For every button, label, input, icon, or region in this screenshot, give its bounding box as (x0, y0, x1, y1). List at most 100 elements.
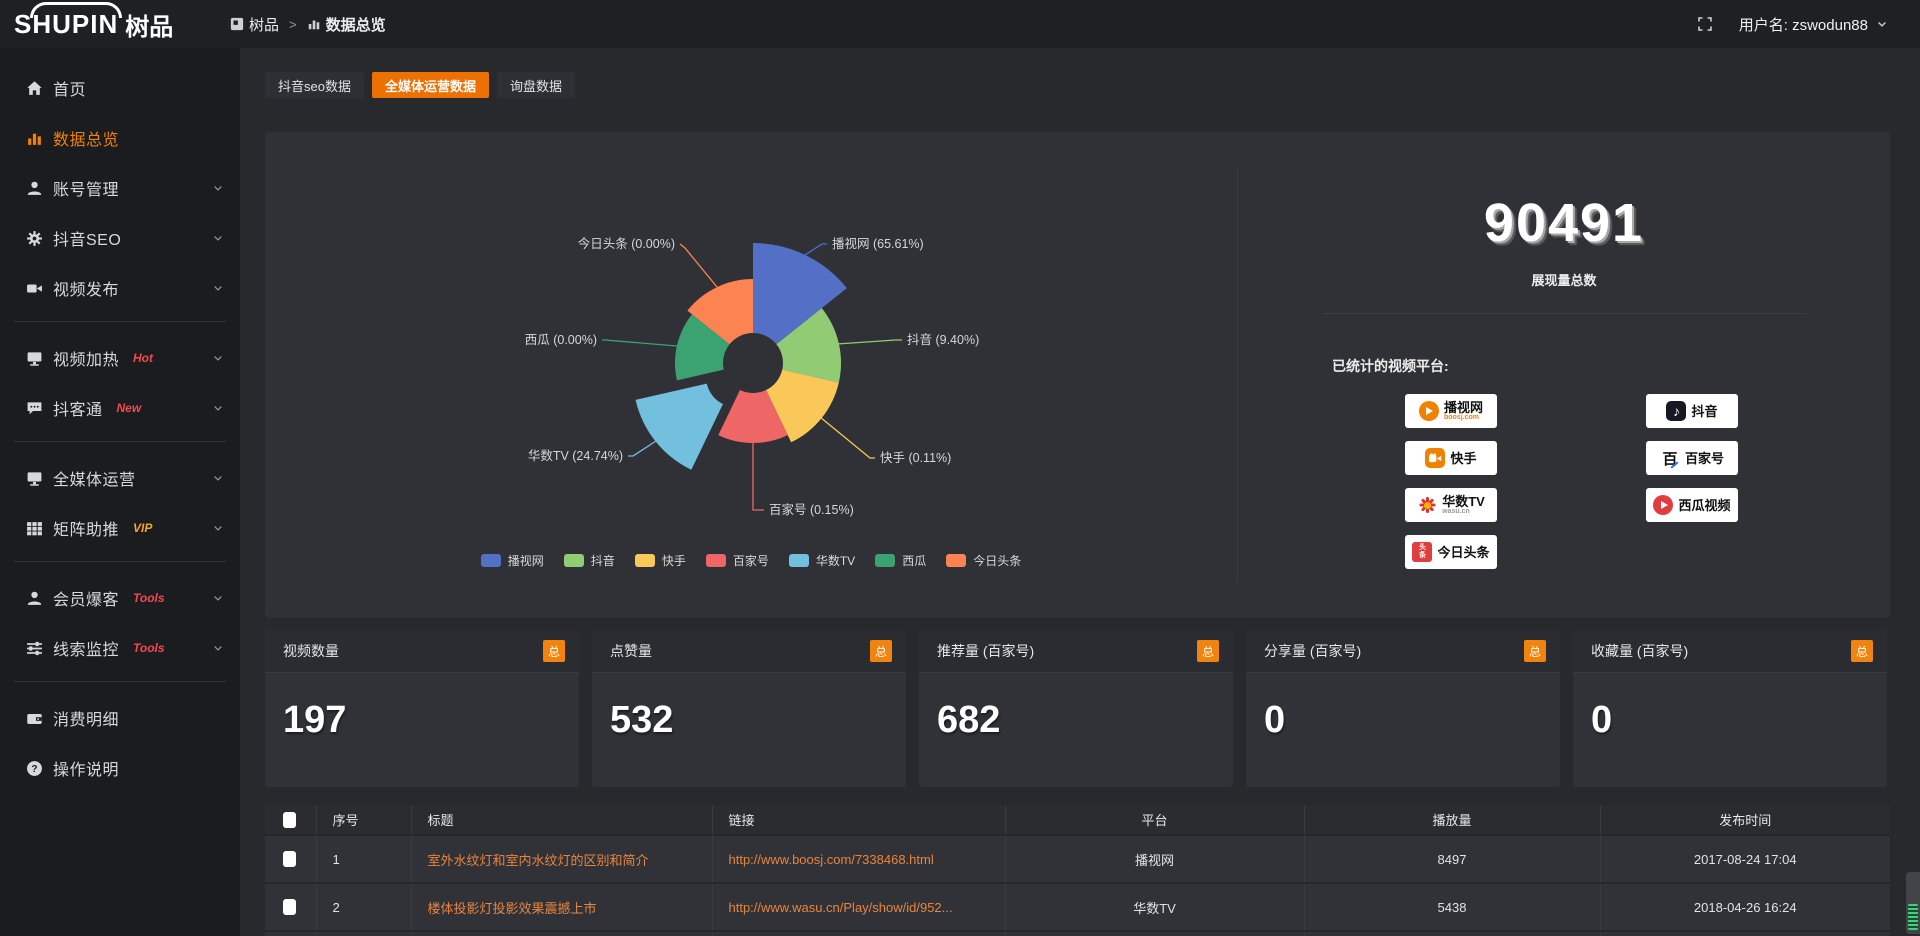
select-all-checkbox[interactable] (283, 811, 296, 828)
legend-item-2[interactable]: 快手 (634, 552, 686, 569)
pie-slice-3[interactable] (718, 390, 788, 444)
sidebar-item-douyin-seo[interactable]: 抖音SEO (0, 221, 240, 255)
sidebar-item-account-management[interactable]: 账号管理 (0, 171, 240, 205)
breadcrumb-separator: > (289, 16, 297, 32)
sidebar-item-home[interactable]: 首页 (0, 71, 240, 105)
pie-slice-5[interactable] (675, 314, 730, 381)
col-header-plays: 播放量 (1304, 805, 1601, 836)
legend-item-0[interactable]: 播视网 (480, 552, 544, 569)
legend-label: 快手 (661, 554, 686, 568)
pie-chart-svg[interactable]: 播视网 (65.61%) 抖音 (9.40%) 快手 (0.11%) 百家号 (0.1… (265, 132, 1237, 618)
platform-badge-wasu: 华数TV wasu.cn (1405, 488, 1497, 522)
platform-badge-label: 抖音 (1691, 403, 1718, 419)
cell-title-link[interactable]: 楼体投影灯投影效果震撼上市 (411, 883, 713, 932)
monitor-icon (26, 350, 43, 367)
sidebar-item-instructions[interactable]: ? 操作说明 (0, 751, 240, 785)
total-badge[interactable]: 总 (1851, 640, 1873, 662)
platform-badges: 播视网 boosj.com ♪ 抖音 快手 百 百家号 (1405, 394, 1890, 569)
app-logo: SHUPIN 树品 (0, 0, 225, 48)
total-badge[interactable]: 总 (543, 640, 565, 662)
sidebar-item-video-publish[interactable]: 视频发布 (0, 271, 240, 305)
pie-slice-4[interactable] (635, 383, 723, 470)
breadcrumb-chart-icon (307, 17, 321, 31)
breadcrumb-root[interactable]: 树品 (249, 16, 280, 34)
sidebar-item-label: 抖客通 (53, 402, 103, 419)
home-icon (26, 80, 43, 97)
sidebar-item-omnimedia-operation[interactable]: 全媒体运营 (0, 461, 240, 495)
stat-card-title: 推荐量 (百家号) (937, 643, 1035, 659)
sidebar-item-label: 全媒体运营 (53, 472, 136, 489)
pie-label: 百家号 (0.15%) (769, 502, 854, 517)
chevron-down-icon (212, 352, 224, 364)
stat-card-shares: 分享量 (百家号) 总 0 (1246, 630, 1560, 787)
tab-douyin-seo-data[interactable]: 抖音seo数据 (265, 72, 364, 98)
sidebar-item-matrix-boost[interactable]: 矩阵助推 VIP (0, 511, 240, 545)
username-label[interactable]: 用户名: zswodun88 (1738, 16, 1868, 34)
sidebar-item-data-overview[interactable]: 数据总览 (0, 121, 240, 155)
legend-item-3[interactable]: 百家号 (705, 552, 769, 569)
tab-inquiry-data[interactable]: 询盘数据 (496, 72, 575, 98)
col-header-publish-time: 发布时间 (1600, 805, 1890, 836)
stat-card-recommendations: 推荐量 (百家号) 总 682 (919, 630, 1233, 787)
table-header-row: 序号 标题 链接 平台 播放量 发布时间 (265, 805, 1890, 836)
sidebar-item-lead-monitor[interactable]: 线索监控 Tools (0, 631, 240, 665)
gear-icon (26, 230, 43, 247)
videos-table: 序号 标题 链接 平台 播放量 发布时间 1 室外水纹灯和室内水纹灯的区别和简介… (265, 805, 1890, 936)
sidebar-item-spending-detail[interactable]: 消费明细 (0, 701, 240, 735)
grid-icon (26, 520, 43, 537)
legend-swatch (788, 554, 809, 567)
sidebar-item-label: 数据总览 (53, 132, 120, 149)
pie-slice-1[interactable] (776, 308, 841, 383)
user-icon (26, 180, 43, 197)
total-badge[interactable]: 总 (870, 640, 892, 662)
impressions-summary: 90491 展现量总数 已统计的视频平台: 播视网 boosj.com ♪ 抖音 (1238, 132, 1890, 618)
breadcrumb: 树品 > 数据总览 (230, 14, 386, 35)
total-badge[interactable]: 总 (1197, 640, 1219, 662)
platform-badge-label: 华数TV (1442, 493, 1485, 509)
legend-item-4[interactable]: 华数TV (788, 552, 855, 569)
platform-badge-boosj: 播视网 boosj.com (1405, 394, 1497, 428)
legend-item-5[interactable]: 西瓜 (875, 552, 926, 569)
platform-badge-kuaishou: 快手 (1405, 441, 1497, 475)
legend-item-6[interactable]: 今日头条 (946, 552, 1021, 569)
legend-label: 抖音 (590, 554, 615, 568)
table-row: 2 楼体投影灯投影效果震撼上市 http://www.wasu.cn/Play/… (265, 883, 1890, 932)
xigua-logo-icon (1653, 495, 1674, 515)
stat-card-favorites: 收藏量 (百家号) 总 0 (1573, 630, 1887, 787)
cell-title-link[interactable]: 室外水纹灯和室内水纹灯的区别和简介 (411, 835, 713, 884)
video-camera-icon (26, 280, 43, 297)
legend-swatch (563, 554, 584, 567)
fullscreen-icon[interactable] (1697, 16, 1713, 32)
sidebar-item-label: 首页 (53, 82, 87, 99)
legend-item-1[interactable]: 抖音 (563, 552, 615, 569)
pie-slice-0[interactable] (753, 243, 847, 345)
pie-slice-2[interactable] (766, 369, 839, 443)
sidebar-item-label: 抖音SEO (53, 232, 122, 249)
col-header-seq: 序号 (316, 805, 412, 836)
stat-card-video-count: 视频数量 总 197 (265, 630, 579, 787)
sidebar-item-doketong[interactable]: 抖客通 New (0, 391, 240, 425)
user-icon (26, 590, 43, 607)
total-badge[interactable]: 总 (1524, 640, 1546, 662)
chevron-down-icon (212, 402, 224, 414)
floating-service-widget[interactable] (1906, 872, 1920, 934)
legend-swatch (946, 554, 967, 567)
platform-badge-douyin: ♪ 抖音 (1646, 394, 1738, 428)
hot-badge: Hot (133, 351, 154, 365)
sidebar-item-video-heating[interactable]: 视频加热 Hot (0, 341, 240, 375)
cell-platform: 华数TV (1005, 883, 1305, 932)
tab-omnimedia-operation-data[interactable]: 全媒体运营数据 (371, 72, 489, 98)
row-checkbox[interactable] (283, 851, 296, 867)
cell-plays: 5438 (1304, 883, 1601, 932)
sliders-icon (26, 640, 43, 657)
sidebar-item-member-burst[interactable]: 会员爆客 Tools (0, 581, 240, 615)
stat-card-title: 点赞量 (610, 643, 652, 659)
user-menu-chevron-down-icon[interactable] (1876, 18, 1888, 30)
cell-url-link[interactable]: http://www.wasu.cn/Play/show/id/952... (712, 883, 1006, 932)
row-checkbox[interactable] (283, 899, 296, 915)
svg-text:?: ? (31, 764, 37, 775)
pie-slice-6[interactable] (687, 279, 753, 345)
legend-label: 播视网 (507, 554, 544, 568)
cell-url-link[interactable]: http://www.boosj.com/7338468.html (712, 835, 1006, 884)
breadcrumb-current: 数据总览 (325, 16, 386, 34)
